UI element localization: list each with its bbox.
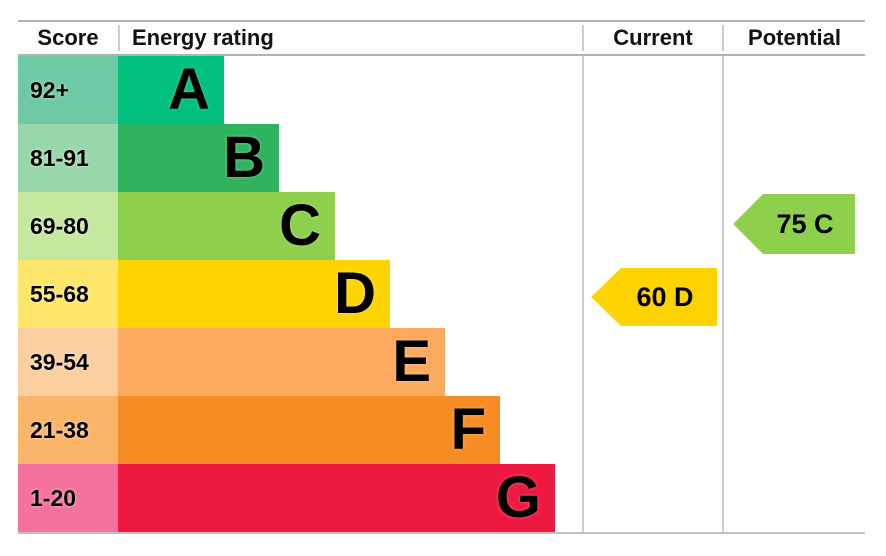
band-bar-e: E [118,328,445,396]
band-score-range: 92+ [18,56,118,124]
potential-rating-label: 75 C [776,208,834,239]
band-bar-b: B [118,124,279,192]
band-bar-g: G [118,464,555,532]
band-bar-f: F [118,396,500,464]
column-header-potential: Potential [722,25,865,51]
band-score-range: 69-80 [18,192,118,260]
band-score-range: 1-20 [18,464,118,532]
band-score-range: 81-91 [18,124,118,192]
band-row-d: 55-68 D [18,260,582,328]
chart-body: 92+ A 81-91 B 69-80 C 55-68 D 39-54 [18,56,865,532]
band-row-c: 69-80 C [18,192,582,260]
band-row-a: 92+ A [18,56,582,124]
column-header-current: Current [582,25,722,51]
chart-frame: Score Energy rating Current Potential 92… [18,20,865,534]
band-score-range: 39-54 [18,328,118,396]
current-rating-arrow: 60 D [591,268,717,326]
potential-column: 75 C [722,56,865,532]
current-column: 60 D [582,56,722,532]
column-header-energy-rating: Energy rating [118,25,582,51]
band-row-f: 21-38 F [18,396,582,464]
chart-header-row: Score Energy rating Current Potential [18,22,865,56]
band-score-range: 21-38 [18,396,118,464]
potential-rating-arrow: 75 C [733,194,855,254]
column-header-score: Score [37,25,99,50]
band-bar-a: A [118,56,224,124]
band-row-e: 39-54 E [18,328,582,396]
band-score-range: 55-68 [18,260,118,328]
band-row-g: 1-20 G [18,464,582,532]
band-row-b: 81-91 B [18,124,582,192]
band-rows: 92+ A 81-91 B 69-80 C 55-68 D 39-54 [18,56,582,532]
current-rating-label: 60 D [636,281,694,312]
band-bar-d: D [118,260,390,328]
band-bar-c: C [118,192,335,260]
